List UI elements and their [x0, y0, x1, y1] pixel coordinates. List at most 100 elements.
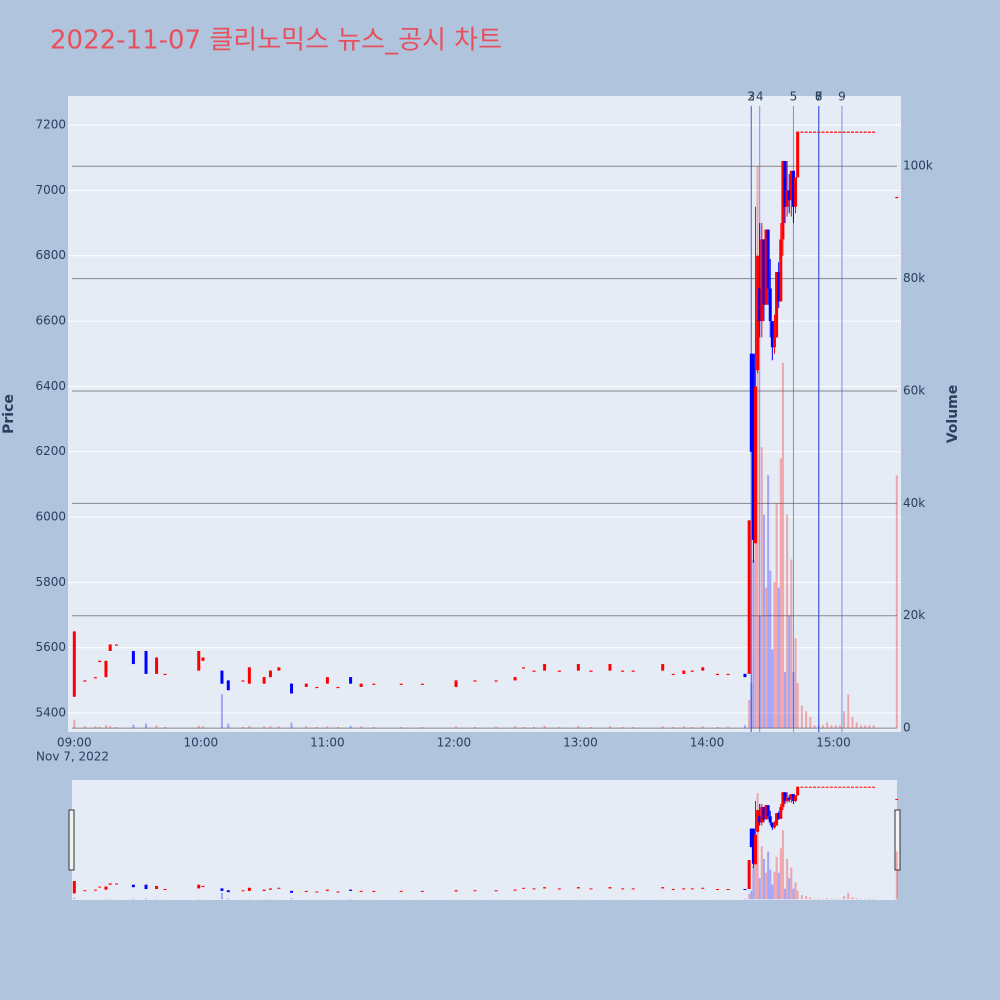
- mini-volume-bar: [779, 848, 782, 900]
- volume-bar: [855, 722, 858, 729]
- mini-candle-body: [791, 794, 795, 801]
- candle-body: [420, 683, 424, 685]
- volume-bar: [132, 724, 135, 729]
- mini-candle-body: [661, 887, 665, 889]
- mini-candle-body: [543, 887, 547, 889]
- mini-volume-bar: [786, 858, 789, 900]
- mini-candle-body: [108, 883, 112, 885]
- mini-candle-body: [589, 888, 593, 890]
- candle-body: [821, 131, 825, 133]
- volume-bar: [826, 722, 829, 729]
- volume-bar: [781, 362, 784, 729]
- news-label: 4: [756, 90, 764, 104]
- candle-body: [766, 229, 770, 289]
- mini-volume-bar: [809, 897, 812, 900]
- candle-body: [813, 131, 817, 133]
- candle-body: [115, 644, 119, 646]
- mini-candle-body: [98, 886, 102, 888]
- volume-bar: [305, 726, 308, 729]
- mini-candle-body: [201, 885, 205, 887]
- candle-body: [867, 131, 871, 133]
- candle-body: [108, 644, 112, 651]
- candle-body: [701, 667, 705, 671]
- mini-candle-body: [872, 786, 876, 788]
- mini-volume-bar: [826, 898, 829, 900]
- volume-bar: [784, 671, 787, 729]
- volume-bar: [813, 725, 816, 729]
- volume-bar: [794, 638, 797, 729]
- candle-body: [304, 683, 308, 687]
- mini-candle-body: [800, 786, 804, 788]
- candle-body: [682, 670, 686, 674]
- volume-bar: [760, 447, 763, 729]
- volume-bar: [838, 725, 841, 729]
- volume-bar: [227, 723, 230, 729]
- candle-body: [661, 664, 665, 671]
- mini-volume-bar: [796, 890, 799, 900]
- y-tick-label: 6400: [35, 379, 66, 393]
- slider-handle[interactable]: [894, 809, 901, 871]
- candle-body: [589, 670, 593, 672]
- mini-candle-body: [842, 786, 846, 788]
- candle-body: [781, 161, 785, 240]
- volume-bar: [868, 725, 871, 729]
- candle-body: [872, 131, 876, 133]
- volume-bar: [701, 726, 704, 729]
- volume-bar: [691, 726, 694, 729]
- mini-candle-body: [532, 888, 536, 890]
- candle-body: [83, 680, 87, 682]
- volume-bar: [558, 726, 561, 729]
- candle-body: [764, 229, 768, 305]
- slider-handle[interactable]: [68, 809, 75, 871]
- volume-bar: [632, 726, 635, 729]
- mini-volume-bar: [760, 846, 763, 900]
- mini-candle-body: [775, 813, 779, 826]
- candle-body: [834, 131, 838, 133]
- volume-bar: [661, 726, 664, 729]
- volume-bar: [790, 559, 793, 729]
- volume-bar: [872, 725, 875, 729]
- mini-volume-bar: [762, 858, 765, 900]
- y-tick-label: 6200: [35, 444, 66, 458]
- mini-volume-bar: [775, 856, 778, 900]
- mini-volume-bar: [784, 888, 787, 900]
- mini-candle-body: [777, 813, 781, 819]
- candle-body: [768, 288, 772, 322]
- candle-body: [756, 255, 760, 371]
- range-slider[interactable]: [72, 780, 897, 900]
- candle-body: [494, 680, 498, 682]
- candle-body: [842, 131, 846, 133]
- mini-volume-bar: [227, 898, 230, 900]
- candle-body: [859, 131, 863, 133]
- candle-body: [796, 131, 800, 178]
- volume-bar: [682, 726, 685, 729]
- candle-body: [201, 657, 205, 661]
- mini-candle-body: [781, 792, 785, 808]
- volume-bar: [767, 475, 770, 729]
- candle-body: [863, 131, 867, 133]
- volume-bar: [716, 726, 719, 729]
- mini-volume-bar: [817, 898, 820, 900]
- volume-bar: [98, 726, 101, 729]
- mini-volume-bar: [765, 872, 768, 900]
- candle-body: [791, 170, 795, 207]
- mini-volume-bar: [821, 898, 824, 900]
- mini-volume-bar: [788, 878, 791, 900]
- volume-bar: [543, 725, 546, 729]
- volume-bar: [851, 716, 854, 729]
- mini-volume-bar: [777, 872, 780, 900]
- mini-candle-body: [749, 828, 753, 848]
- volume-bar: [336, 726, 339, 729]
- volume-bar: [786, 514, 789, 729]
- volume-bar: [455, 726, 458, 729]
- candle-body: [315, 686, 319, 689]
- y-tick-label: 5800: [35, 575, 66, 589]
- candle-body: [777, 272, 781, 302]
- mini-candle-body: [863, 786, 867, 788]
- y-tick-label: 6600: [35, 314, 66, 328]
- candle-body: [473, 680, 477, 682]
- mini-candle-body: [247, 887, 251, 891]
- candle-body: [772, 337, 776, 348]
- mini-candle-body: [197, 884, 201, 889]
- mini-candle-body: [758, 816, 762, 823]
